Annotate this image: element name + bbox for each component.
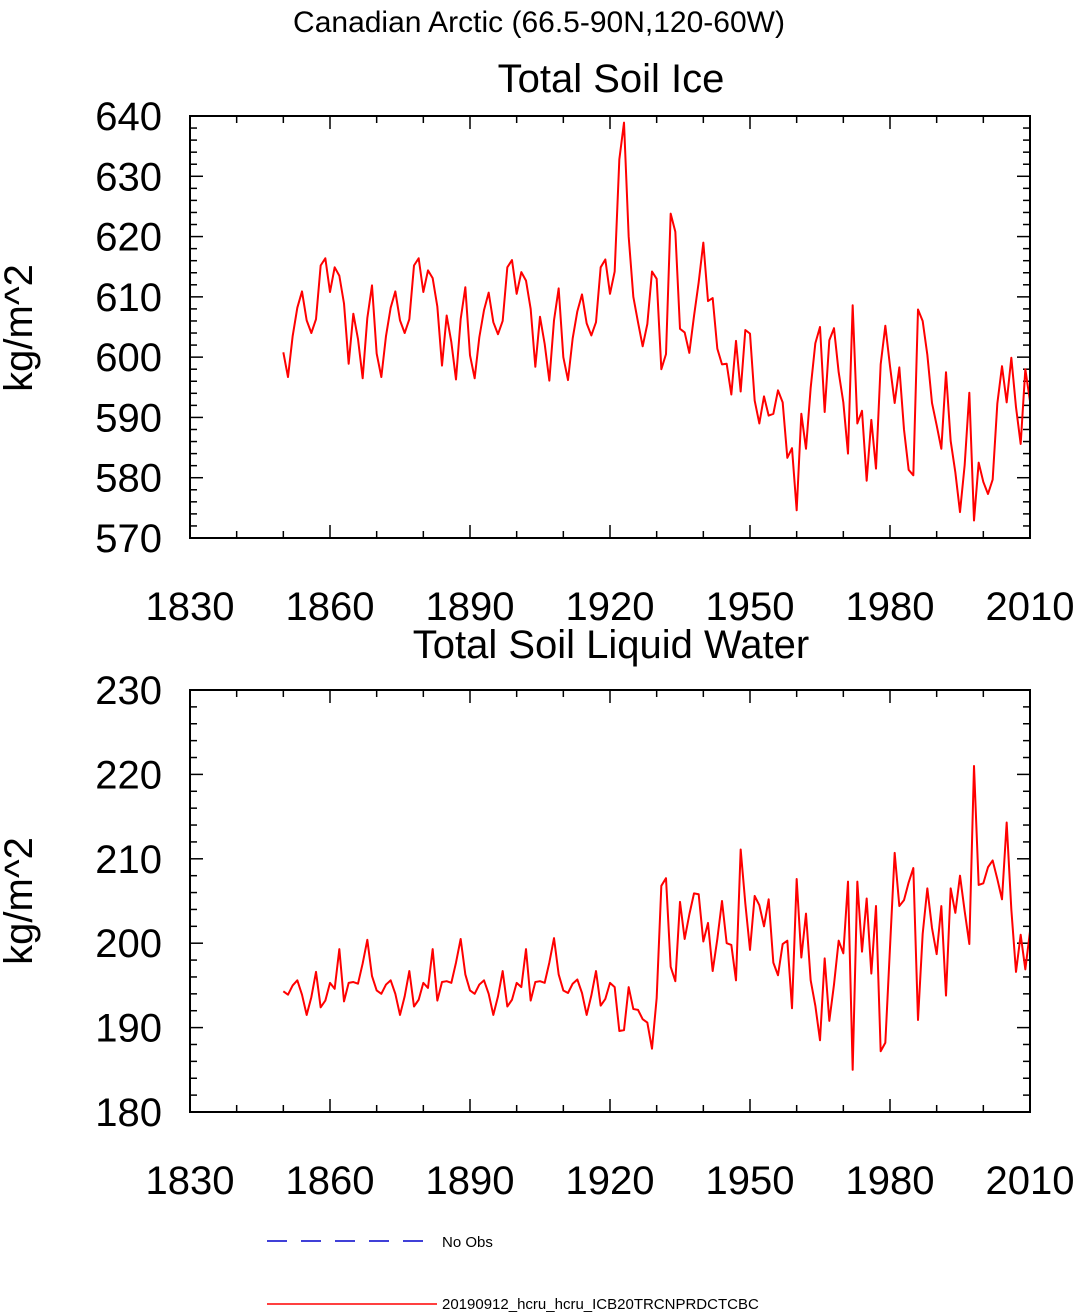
y-tick-label: 590: [95, 396, 162, 440]
x-tick-label: 1890: [426, 585, 515, 629]
x-tick-label: 1980: [846, 585, 935, 629]
x-tick-label: 1830: [146, 1159, 235, 1203]
legend-label-no-obs: No Obs: [442, 1234, 493, 1251]
plot-frame: [189, 689, 1031, 1113]
x-tick-label: 1860: [286, 1159, 375, 1203]
y-axis-label-soil-ice: kg/m^2: [0, 264, 41, 392]
series-group: [282, 764, 1031, 1071]
x-tick-label: 1920: [566, 585, 655, 629]
panel-total-soil-ice: Total Soil Ice kg/m^2 1830 1860 1890 1920 19…: [0, 57, 1074, 629]
legend-label-series: 20190912_hcru_hcru_ICB20TRCNPRDCTCBC: [442, 1296, 759, 1313]
y-tick-label: 180: [95, 1091, 162, 1135]
series-group: [282, 121, 1031, 522]
series-line: [282, 764, 1031, 1071]
x-tick-label: 2010: [986, 585, 1075, 629]
y-tick-label: 640: [95, 95, 162, 139]
tick-group: 1830 1860 1890 1920 1950 1980 2010 570 580 590 600…: [95, 95, 1074, 629]
y-tick-label: 630: [95, 155, 162, 199]
chart-title-soil-ice: Total Soil Ice: [498, 57, 725, 101]
figure-title: Canadian Arctic (66.5-90N,120-60W): [293, 6, 785, 39]
y-tick-label: 600: [95, 336, 162, 380]
x-tick-label: 1830: [146, 585, 235, 629]
y-tick-label: 570: [95, 517, 162, 561]
y-tick-label: 230: [95, 669, 162, 713]
x-tick-label: 1920: [566, 1159, 655, 1203]
x-tick-label: 1980: [846, 1159, 935, 1203]
x-tick-label: 1950: [706, 1159, 795, 1203]
series-line: [282, 121, 1031, 522]
x-tick-label: 2010: [986, 1159, 1075, 1203]
legend: No Obs 20190912_hcru_hcru_ICB20TRCNPRDCT…: [267, 1234, 759, 1313]
x-tick-label: 1890: [426, 1159, 515, 1203]
y-tick-label: 190: [95, 1007, 162, 1051]
x-tick-label: 1860: [286, 585, 375, 629]
x-tick-label: 1950: [706, 585, 795, 629]
y-tick-label: 620: [95, 216, 162, 260]
tick-group: 1830 1860 1890 1920 1950 1980 2010 180 190 200 210…: [95, 669, 1074, 1203]
y-axis-label-soil-liquid-water: kg/m^2: [0, 837, 41, 965]
y-tick-label: 220: [95, 753, 162, 797]
y-tick-label: 580: [95, 457, 162, 501]
panel-total-soil-liquid-water: Total Soil Liquid Water kg/m^2 1830 1860 1…: [0, 623, 1074, 1203]
plot-frame: [189, 115, 1031, 539]
y-tick-label: 200: [95, 922, 162, 966]
y-tick-label: 610: [95, 276, 162, 320]
chart-title-soil-liquid-water: Total Soil Liquid Water: [413, 623, 809, 667]
y-tick-label: 210: [95, 838, 162, 882]
